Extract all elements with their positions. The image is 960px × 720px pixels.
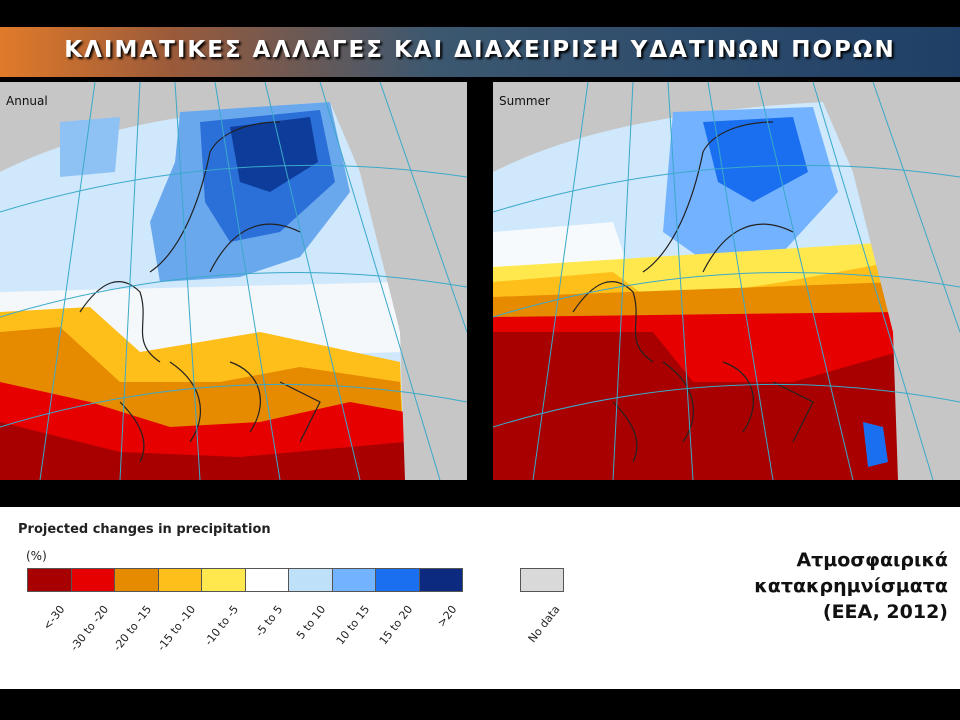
legend-label-nodata: No data [525,603,563,646]
legend-panel: Projected changes in precipitation (%) <… [0,507,960,689]
legend-label: <-30 [40,603,68,633]
title-bar: ΚΛΙΜΑΤΙΚΕΣ ΑΛΛΑΓΕΣ ΚΑΙ ΔΙΑΧΕΙΡΙΣΗ ΥΔΑΤΙΝ… [0,27,960,77]
legend-swatch [418,568,463,592]
legend-swatch [201,568,246,592]
legend-swatch [114,568,159,592]
legend-label: -10 to -5 [202,603,242,649]
caption: Ατμοσφαιρικά κατακρημνίσματα (EEA, 2012) [754,547,948,625]
legend-swatch [288,568,333,592]
slide-title: ΚΛΙΜΑΤΙΚΕΣ ΑΛΛΑΓΕΣ ΚΑΙ ΔΙΑΧΕΙΡΙΣΗ ΥΔΑΤΙΝ… [64,37,896,63]
legend-title: Projected changes in precipitation [18,522,271,537]
legend-swatch [331,568,376,592]
annual-map: Annual [0,82,467,480]
legend-swatch [70,568,115,592]
legend-swatch [244,568,289,592]
summer-map-graphic [493,82,960,480]
summer-map: Summer [493,82,960,480]
caption-line-3: (EEA, 2012) [822,601,948,623]
legend-label: -20 to -15 [111,603,155,654]
legend-label: >20 [434,603,460,630]
legend-swatch-nodata [520,568,564,592]
legend-swatch [27,568,72,592]
legend-label: 5 to 10 [294,603,329,642]
legend-label: -30 to -20 [67,603,112,654]
map-label-annual: Annual [6,94,48,108]
annual-map-graphic [0,82,467,480]
legend-swatch [157,568,202,592]
legend-label: 15 to 20 [377,603,416,648]
legend-label: -15 to -10 [154,603,199,654]
caption-line-2: κατακρημνίσματα [754,575,948,597]
caption-line-1: Ατμοσφαιρικά [796,549,948,571]
legend-swatch [375,568,420,592]
legend-unit: (%) [26,549,47,563]
legend-label: -5 to 5 [252,603,286,640]
legend-label: 10 to 15 [333,603,373,648]
map-label-summer: Summer [499,94,550,108]
